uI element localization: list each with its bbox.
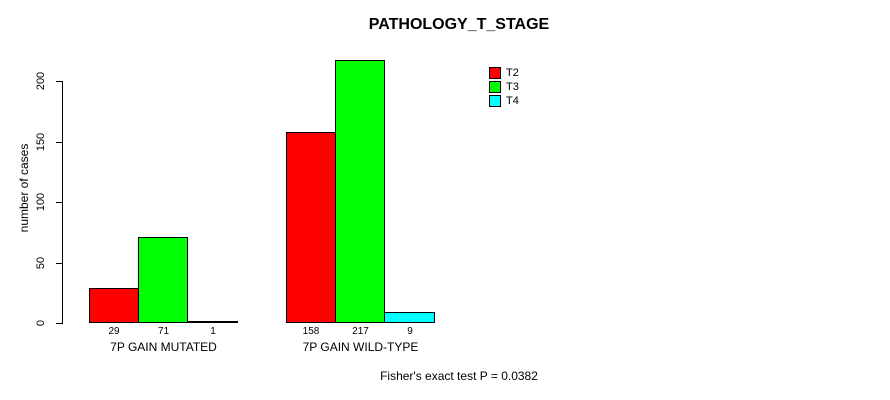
bar-t4-1 [187, 321, 238, 323]
legend-label: T2 [506, 67, 519, 79]
category-label: 7P GAIN MUTATED [110, 340, 217, 354]
bar-value-label: 158 [302, 326, 320, 337]
y-axis-label: number of cases [17, 143, 31, 233]
bar-value-label: 9 [407, 326, 413, 337]
legend-label: T3 [506, 81, 519, 93]
legend-row: T3 [489, 80, 519, 94]
bar-t4-2 [384, 312, 435, 323]
y-axis-tick [56, 323, 62, 324]
bar-t3-1 [138, 237, 188, 323]
y-axis-tick-label: 0 [35, 319, 47, 327]
legend: T2 T3 T4 [489, 66, 519, 108]
y-axis-tick-label: 100 [35, 192, 47, 212]
bar-t3-2 [335, 60, 385, 323]
legend-swatch-t3 [489, 81, 501, 93]
chart-title: PATHOLOGY_T_STAGE [368, 16, 550, 33]
bar-value-label: 1 [210, 326, 216, 337]
bar-t2-2 [286, 132, 336, 323]
category-label: 7P GAIN WILD-TYPE [302, 340, 419, 354]
y-axis-tick-label: 50 [35, 256, 47, 270]
y-axis-tick-label: 200 [35, 71, 47, 91]
y-axis-tick [56, 142, 62, 143]
y-axis-tick [56, 263, 62, 264]
bar-value-label: 71 [157, 326, 170, 337]
legend-swatch-t4 [489, 95, 501, 107]
y-axis-tick [56, 202, 62, 203]
legend-swatch-t2 [489, 67, 501, 79]
bar-value-label: 217 [352, 326, 369, 337]
bar-value-label: 29 [108, 326, 120, 337]
legend-label: T4 [506, 95, 519, 107]
bar-t2-1 [89, 288, 139, 323]
y-axis-line [62, 81, 63, 324]
y-axis-tick [56, 81, 62, 82]
legend-row: T2 [489, 66, 519, 80]
legend-row: T4 [489, 94, 519, 108]
y-axis-tick-label: 150 [35, 132, 47, 152]
annotation-text: Fisher's exact test P = 0.0382 [380, 369, 538, 383]
